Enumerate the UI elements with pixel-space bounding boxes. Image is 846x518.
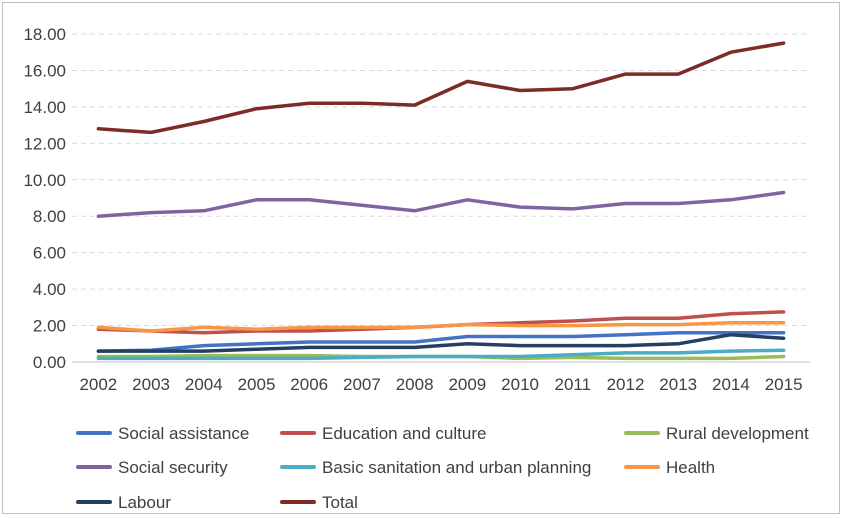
y-tick-label: 18.00: [23, 25, 66, 44]
legend-label-health: Health: [666, 458, 715, 477]
x-tick-label: 2014: [712, 375, 750, 394]
series-line-social-security: [96, 190, 786, 218]
x-tick-label: 2010: [501, 375, 539, 394]
x-tick-label: 2011: [555, 375, 592, 394]
series-line-education-and-culture: [96, 310, 786, 335]
series-line-basic-sanitation-and-urban-planning: [96, 348, 786, 361]
y-tick-label: 10.00: [23, 171, 66, 190]
series-line-labour: [96, 332, 786, 353]
legend-label-labour: Labour: [118, 493, 171, 512]
x-tick-label: 2002: [79, 375, 117, 394]
x-tick-label: 2008: [396, 375, 434, 394]
y-tick-label: 0.00: [33, 353, 66, 372]
y-tick-label: 16.00: [23, 61, 66, 80]
y-tick-label: 14.00: [23, 98, 66, 117]
x-tick-label: 2006: [290, 375, 328, 394]
y-tick-label: 4.00: [33, 280, 66, 299]
legend-label-total: Total: [322, 493, 358, 512]
x-tick-label: 2013: [659, 375, 697, 394]
x-tick-label: 2003: [132, 375, 170, 394]
y-tick-label: 6.00: [33, 244, 66, 263]
x-axis-ticks: 2002 2003 2004 2005 2006 2007 2008 2009 2010 2011…: [79, 375, 802, 394]
x-tick-label: 2012: [607, 375, 645, 394]
legend-label-social-security: Social security: [118, 458, 228, 477]
y-tick-label: 8.00: [33, 207, 66, 226]
legend: Social assistance Education and culture Ru…: [76, 424, 809, 512]
y-axis-ticks: 0.00 2.00 4.00 6.00 8.00 10.00 12.00 14.00 16.00…: [23, 25, 66, 372]
legend-label-education-and-culture: Education and culture: [322, 424, 486, 443]
y-tick-label: 12.00: [23, 134, 66, 153]
x-tick-label: 2004: [185, 375, 223, 394]
series-line-health: [96, 321, 786, 333]
x-tick-label: 2015: [765, 375, 803, 394]
series-lines: [96, 41, 786, 361]
x-tick-label: 2007: [343, 375, 381, 394]
legend-label-social-assistance: Social assistance: [118, 424, 249, 443]
y-tick-label: 2.00: [33, 317, 66, 336]
grid-lines: [72, 33, 810, 363]
legend-label-basic-sanitation-and-urban-planning: Basic sanitation and urban planning: [322, 458, 591, 477]
x-tick-label: 2005: [238, 375, 276, 394]
legend-label-rural-development: Rural development: [666, 424, 809, 443]
x-tick-label: 2009: [448, 375, 486, 394]
series-line-total: [96, 41, 786, 135]
series-line-social-assistance: [96, 331, 786, 353]
chart-frame: [2, 2, 840, 514]
